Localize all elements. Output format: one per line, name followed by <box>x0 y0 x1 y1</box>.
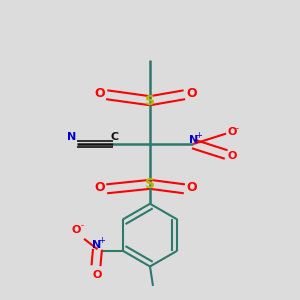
Text: N: N <box>92 240 101 250</box>
Text: C: C <box>110 133 118 142</box>
Text: O: O <box>72 226 81 236</box>
Text: O: O <box>94 182 104 194</box>
Text: +: + <box>195 130 202 140</box>
Text: O: O <box>227 127 237 137</box>
Text: O: O <box>94 87 104 101</box>
Text: +: + <box>98 236 105 245</box>
Text: S: S <box>145 94 155 108</box>
Text: O: O <box>187 87 197 101</box>
Text: N: N <box>189 134 198 145</box>
Text: O: O <box>187 182 197 194</box>
Text: -: - <box>80 221 83 230</box>
Text: N: N <box>67 133 76 142</box>
Text: S: S <box>145 177 155 191</box>
Text: O: O <box>93 270 102 280</box>
Text: -: - <box>236 124 239 133</box>
Text: O: O <box>227 151 237 161</box>
